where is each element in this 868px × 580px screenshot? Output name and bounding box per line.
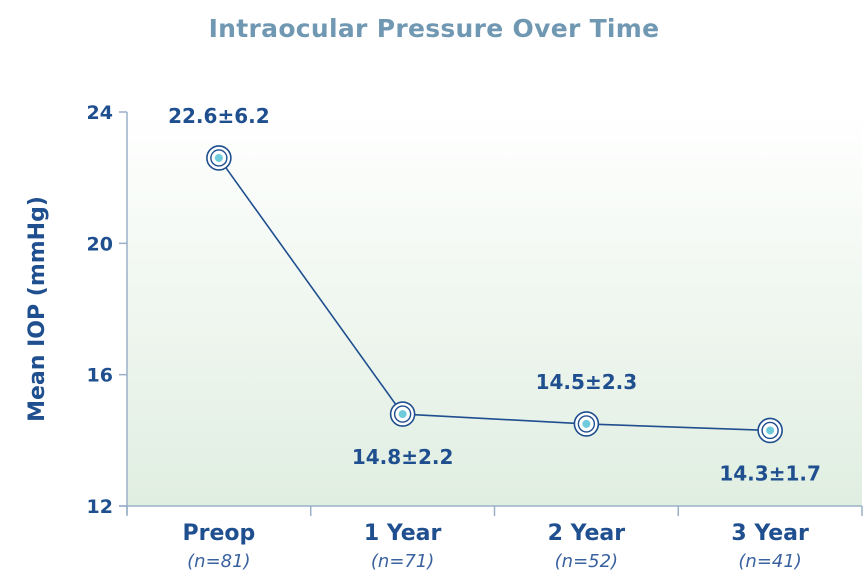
sample-size-label: (n=71)	[371, 551, 434, 572]
x-tick-label: 1 Year	[364, 521, 442, 546]
y-axis-label: Mean IOP (mmHg)	[25, 196, 50, 422]
data-label: 14.8±2.2	[352, 445, 454, 469]
series-line	[218, 157, 771, 432]
data-label: 22.6±6.2	[168, 104, 270, 128]
y-tick-label: 20	[87, 233, 113, 255]
sample-size-label: (n=52)	[555, 551, 618, 572]
x-tick-label: 3 Year	[731, 521, 809, 546]
data-point-center	[214, 153, 223, 162]
x-tick-label: Preop	[182, 521, 255, 546]
chart-title: Intraocular Pressure Over Time	[208, 14, 660, 43]
plot-background	[127, 112, 862, 506]
data-point-center	[766, 426, 775, 435]
y-tick-label: 16	[87, 365, 113, 387]
y-tick-label: 12	[87, 496, 113, 518]
sample-size-label: (n=41)	[738, 551, 801, 572]
data-point-center	[582, 419, 591, 428]
data-point-center	[398, 410, 407, 419]
data-label: 14.3±1.7	[719, 461, 821, 485]
y-tick-label: 24	[87, 102, 113, 124]
sample-size-label: (n=81)	[187, 551, 250, 572]
x-tick-label: 2 Year	[548, 521, 626, 546]
data-label: 14.5±2.3	[536, 370, 638, 394]
